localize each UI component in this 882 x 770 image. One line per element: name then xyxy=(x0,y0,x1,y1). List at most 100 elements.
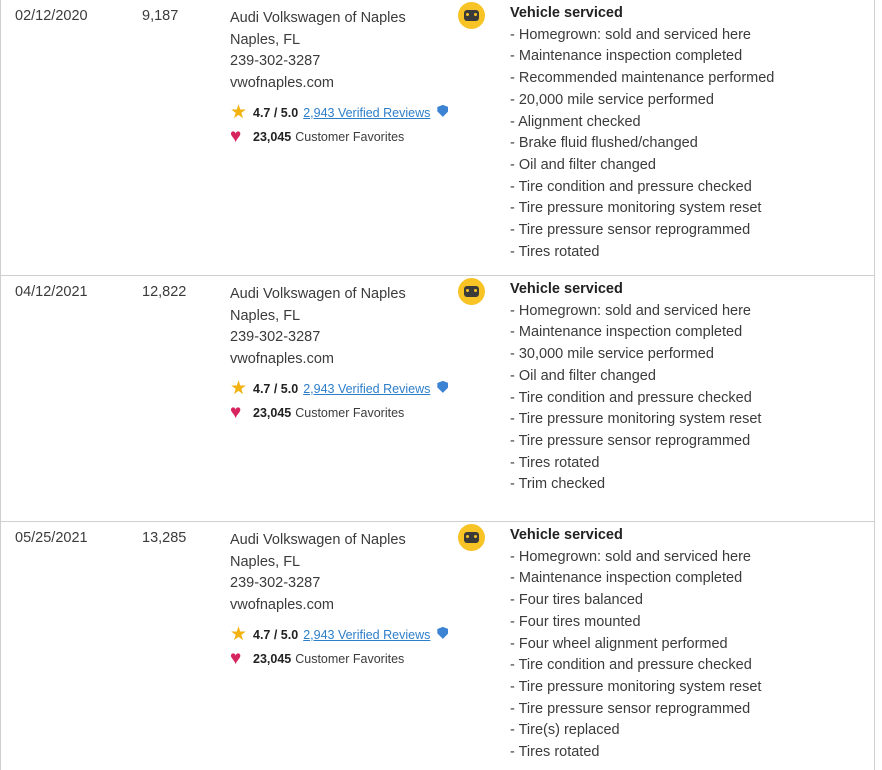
service-detail-item: - Homegrown: sold and serviced here xyxy=(510,302,751,319)
service-detail-item: - Tire pressure sensor reprogrammed xyxy=(510,700,751,717)
heart-icon: ♥ xyxy=(230,648,242,670)
dealer-rating: 4.7 / 5.0 xyxy=(253,105,299,120)
dealer-rating-line: ★ 4.7 / 5.0 2,943 Verified Reviews xyxy=(230,377,449,401)
list-bullet: - xyxy=(510,156,519,173)
service-detail-item: - Homegrown: sold and serviced here xyxy=(510,26,751,43)
list-bullet: - xyxy=(510,411,519,428)
dealer-rating: 4.7 / 5.0 xyxy=(253,381,299,396)
list-bullet: - xyxy=(510,432,519,449)
service-detail-item: - 30,000 mile service performed xyxy=(510,346,714,363)
service-record: 04/12/2021 12,822 Audi Volkswagen of Nap… xyxy=(1,276,874,522)
dealer-phone: 239-302-3287 xyxy=(230,53,321,70)
list-bullet: - xyxy=(510,113,519,130)
favorites-count: 23,045 xyxy=(253,129,292,144)
list-bullet: - xyxy=(510,178,519,195)
dealer-website: vwofnaples.com xyxy=(230,597,334,614)
favorites-label: Customer Favorites xyxy=(295,405,405,420)
service-detail-item: - Tire(s) replaced xyxy=(510,722,620,739)
service-detail-item: - Tire pressure sensor reprogrammed xyxy=(510,432,751,449)
service-detail-item: - Trim checked xyxy=(510,476,606,493)
favorites-count: 23,045 xyxy=(253,405,292,420)
list-bullet: - xyxy=(510,135,519,152)
service-detail-item: - Four tires balanced xyxy=(510,592,643,609)
list-bullet: - xyxy=(510,302,519,319)
dealer-name: Audi Volkswagen of Naples xyxy=(230,10,406,26)
service-details: Vehicle serviced - Homegrown: sold and s… xyxy=(510,525,761,764)
list-bullet: - xyxy=(510,678,519,695)
service-detail-item: - Tire condition and pressure checked xyxy=(510,389,752,406)
dealer-favorites-line: ♥ 23,045 Customer Favorites xyxy=(230,647,448,671)
service-detail-item: - Brake fluid flushed/changed xyxy=(510,135,698,152)
service-detail-item: - Alignment checked xyxy=(510,113,641,130)
list-bullet: - xyxy=(510,346,519,363)
list-bullet: - xyxy=(510,700,519,717)
service-detail-item: - Tires rotated xyxy=(510,454,600,471)
list-bullet: - xyxy=(510,744,519,761)
list-bullet: - xyxy=(510,722,519,739)
service-detail-item: - Tire pressure monitoring system reset xyxy=(510,678,762,695)
service-detail-item: - 20,000 mile service performed xyxy=(510,91,714,108)
dealer-phone: 239-302-3287 xyxy=(230,329,321,346)
star-icon: ★ xyxy=(230,378,248,400)
service-mileage: 13,285 xyxy=(142,530,187,546)
dealer-location: Naples, FL xyxy=(230,31,301,48)
favorites-label: Customer Favorites xyxy=(295,129,405,144)
service-detail-item: - Homegrown: sold and serviced here xyxy=(510,548,751,565)
shield-check-icon xyxy=(437,626,449,639)
list-bullet: - xyxy=(510,548,519,565)
dealer-phone: 239-302-3287 xyxy=(230,575,321,592)
dealer-rating: 4.7 / 5.0 xyxy=(253,627,299,642)
service-detail-item: - Tires rotated xyxy=(510,243,600,260)
dealer-meta: ★ 4.7 / 5.0 2,943 Verified Reviews ♥ 23,… xyxy=(230,101,449,149)
dealer-meta: ★ 4.7 / 5.0 2,943 Verified Reviews ♥ 23,… xyxy=(230,623,449,671)
service-detail-item: - Tire condition and pressure checked xyxy=(510,657,752,674)
verified-reviews-link[interactable]: 2,943 Verified Reviews xyxy=(303,627,431,642)
service-details: Vehicle serviced - Homegrown: sold and s… xyxy=(510,3,774,263)
service-detail-item: - Maintenance inspection completed xyxy=(510,570,743,587)
dealer-info: Audi Volkswagen of Naples Naples, FL 239… xyxy=(230,530,449,671)
list-bullet: - xyxy=(510,324,519,341)
service-details: Vehicle serviced - Homegrown: sold and s… xyxy=(510,279,761,496)
list-bullet: - xyxy=(510,367,519,384)
service-detail-item: - Recommended maintenance performed xyxy=(510,70,775,87)
dealer-name: Audi Volkswagen of Naples xyxy=(230,286,406,302)
verified-reviews-link[interactable]: 2,943 Verified Reviews xyxy=(303,105,431,120)
service-details-title: Vehicle serviced xyxy=(510,5,623,21)
dealer-location: Naples, FL xyxy=(230,307,301,324)
list-bullet: - xyxy=(510,592,519,609)
dealer-info: Audi Volkswagen of Naples Naples, FL 239… xyxy=(230,284,449,425)
service-detail-item: - Tire condition and pressure checked xyxy=(510,178,752,195)
list-bullet: - xyxy=(510,26,519,43)
service-mileage: 9,187 xyxy=(142,8,179,24)
list-bullet: - xyxy=(510,389,519,406)
service-detail-item: - Oil and filter changed xyxy=(510,367,656,384)
favorites-count: 23,045 xyxy=(253,651,292,666)
dealer-rating-line: ★ 4.7 / 5.0 2,943 Verified Reviews xyxy=(230,101,449,125)
favorites-label: Customer Favorites xyxy=(295,651,405,666)
dealer-favorites-line: ♥ 23,045 Customer Favorites xyxy=(230,125,448,149)
service-detail-item: - Tires rotated xyxy=(510,744,600,761)
service-date: 05/25/2021 xyxy=(15,530,88,546)
service-detail-item: - Tire pressure sensor reprogrammed xyxy=(510,222,751,239)
service-details-title: Vehicle serviced xyxy=(510,527,623,543)
service-detail-item: - Four wheel alignment performed xyxy=(510,635,728,652)
service-date: 02/12/2020 xyxy=(15,8,88,24)
service-car-icon xyxy=(458,524,485,551)
dealer-meta: ★ 4.7 / 5.0 2,943 Verified Reviews ♥ 23,… xyxy=(230,377,449,425)
dealer-rating-line: ★ 4.7 / 5.0 2,943 Verified Reviews xyxy=(230,623,449,647)
list-bullet: - xyxy=(510,91,519,108)
list-bullet: - xyxy=(510,243,519,260)
list-bullet: - xyxy=(510,635,519,652)
shield-check-icon xyxy=(437,104,449,117)
verified-reviews-link[interactable]: 2,943 Verified Reviews xyxy=(303,381,431,396)
service-detail-item: - Oil and filter changed xyxy=(510,156,656,173)
list-bullet: - xyxy=(510,200,519,217)
list-bullet: - xyxy=(510,48,519,65)
dealer-info: Audi Volkswagen of Naples Naples, FL 239… xyxy=(230,8,449,149)
heart-icon: ♥ xyxy=(230,402,242,424)
dealer-location: Naples, FL xyxy=(230,553,301,570)
list-bullet: - xyxy=(510,222,519,239)
service-detail-item: - Four tires mounted xyxy=(510,613,641,630)
dealer-website: vwofnaples.com xyxy=(230,75,334,92)
service-car-icon xyxy=(458,278,485,305)
